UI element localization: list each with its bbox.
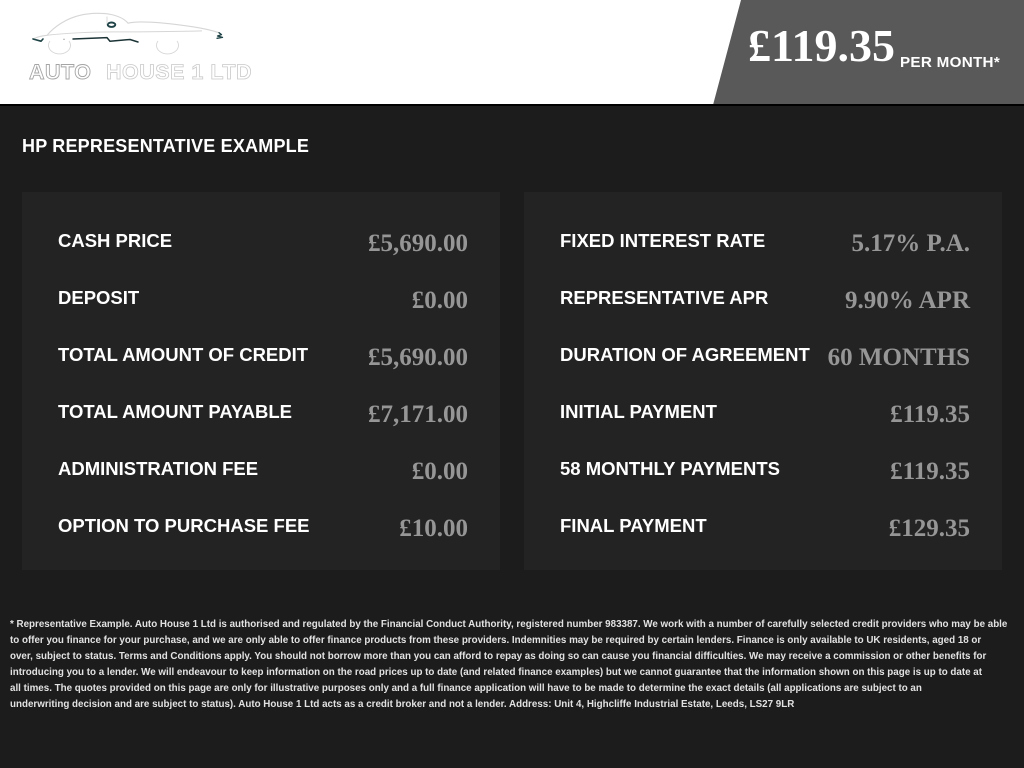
svg-text:AUTO: AUTO xyxy=(29,60,92,84)
svg-text:HOUSE 1 LTD: HOUSE 1 LTD xyxy=(106,60,252,84)
